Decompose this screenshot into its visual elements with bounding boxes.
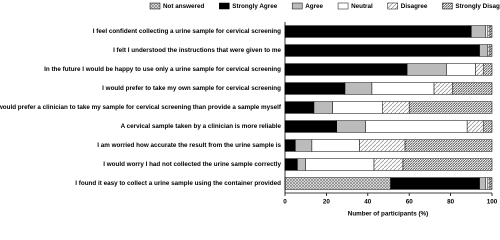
bar-segment	[452, 82, 493, 95]
bar-segment	[483, 63, 493, 76]
category-label: I feel confident collecting a urine samp…	[93, 28, 281, 35]
bar-segment	[284, 120, 337, 133]
bar-segment	[404, 139, 493, 152]
legend-label: Strongly Agree	[232, 3, 277, 10]
category-label: I would prefer to take my own sample for…	[102, 85, 281, 92]
bar-segment	[295, 139, 313, 152]
bar-segment	[433, 82, 453, 95]
bar-segment	[313, 101, 333, 114]
bar-segment	[485, 177, 489, 190]
bar-segment	[406, 63, 447, 76]
legend-label: Strongly Disagree	[455, 3, 500, 10]
bar-segment	[284, 44, 480, 57]
x-tick-label: 80	[447, 199, 455, 206]
bar-segment	[475, 63, 484, 76]
bar-segment	[305, 158, 375, 171]
category-label: I would prefer a clinician to take my sa…	[0, 104, 282, 111]
category-label: In the future I would be happy to use on…	[44, 66, 281, 73]
bar-segment	[371, 82, 435, 95]
bar-segment	[479, 177, 487, 190]
bar-segment	[485, 25, 489, 38]
bar-segment	[487, 177, 491, 190]
bar-segment	[297, 158, 306, 171]
legend-swatch	[291, 2, 303, 10]
category-label: I would worry I had not collected the ur…	[103, 161, 281, 168]
bar-segment	[487, 25, 491, 38]
legend-swatch	[387, 2, 399, 10]
bar-segment	[466, 120, 484, 133]
category-label: I found it easy to collect a urine sampl…	[75, 180, 281, 187]
bar-segment	[483, 120, 493, 133]
bar-segment	[284, 101, 315, 114]
legend-label: Agree	[305, 3, 323, 10]
bar-segment	[336, 120, 366, 133]
bar-segment	[408, 101, 493, 114]
x-tick-label: 0	[283, 199, 287, 206]
x-axis-label: Number of participants (%)	[348, 211, 428, 218]
bar-segment	[489, 25, 493, 38]
category-label: I am worried how accurate the result fro…	[97, 142, 281, 149]
chart: Number of participants (%) Not answered S…	[0, 2, 500, 218]
bar-segment	[284, 82, 346, 95]
bar-segment	[311, 139, 360, 152]
legend-label: Not answered	[163, 3, 204, 10]
bar-segment	[284, 139, 296, 152]
legend-swatch	[337, 2, 349, 10]
bar-segment	[344, 82, 373, 95]
legend-label: Disagree	[401, 3, 428, 10]
bar-segment	[489, 177, 493, 190]
legend-label: Neutral	[351, 3, 373, 10]
bar-segment	[373, 158, 404, 171]
bar-segment	[471, 25, 487, 38]
bar-segment	[332, 101, 383, 114]
x-tick-label: 40	[364, 199, 372, 206]
bar-segment	[284, 25, 472, 38]
bar-segment	[487, 44, 491, 57]
bar-segment	[382, 101, 410, 114]
legend-swatch	[149, 2, 161, 10]
bar-segment	[359, 139, 406, 152]
x-tick-label: 20	[323, 199, 331, 206]
bar-segment	[284, 177, 391, 190]
bar-segment	[446, 63, 476, 76]
bar-segment	[284, 63, 408, 76]
category-label: A cervical sample taken by a clinician i…	[121, 123, 282, 130]
category-label: I felt I understood the instructions tha…	[113, 47, 281, 54]
bar-segment	[365, 120, 468, 133]
legend-swatch	[219, 2, 230, 10]
bar-segment	[489, 44, 493, 57]
x-tick-label: 60	[406, 199, 414, 206]
bar-segment	[390, 177, 480, 190]
bar-segment	[284, 158, 298, 171]
legend-swatch	[442, 2, 453, 10]
x-tick-label: 100	[487, 199, 498, 206]
bar-segment	[402, 158, 493, 171]
bar-segment	[479, 44, 489, 57]
